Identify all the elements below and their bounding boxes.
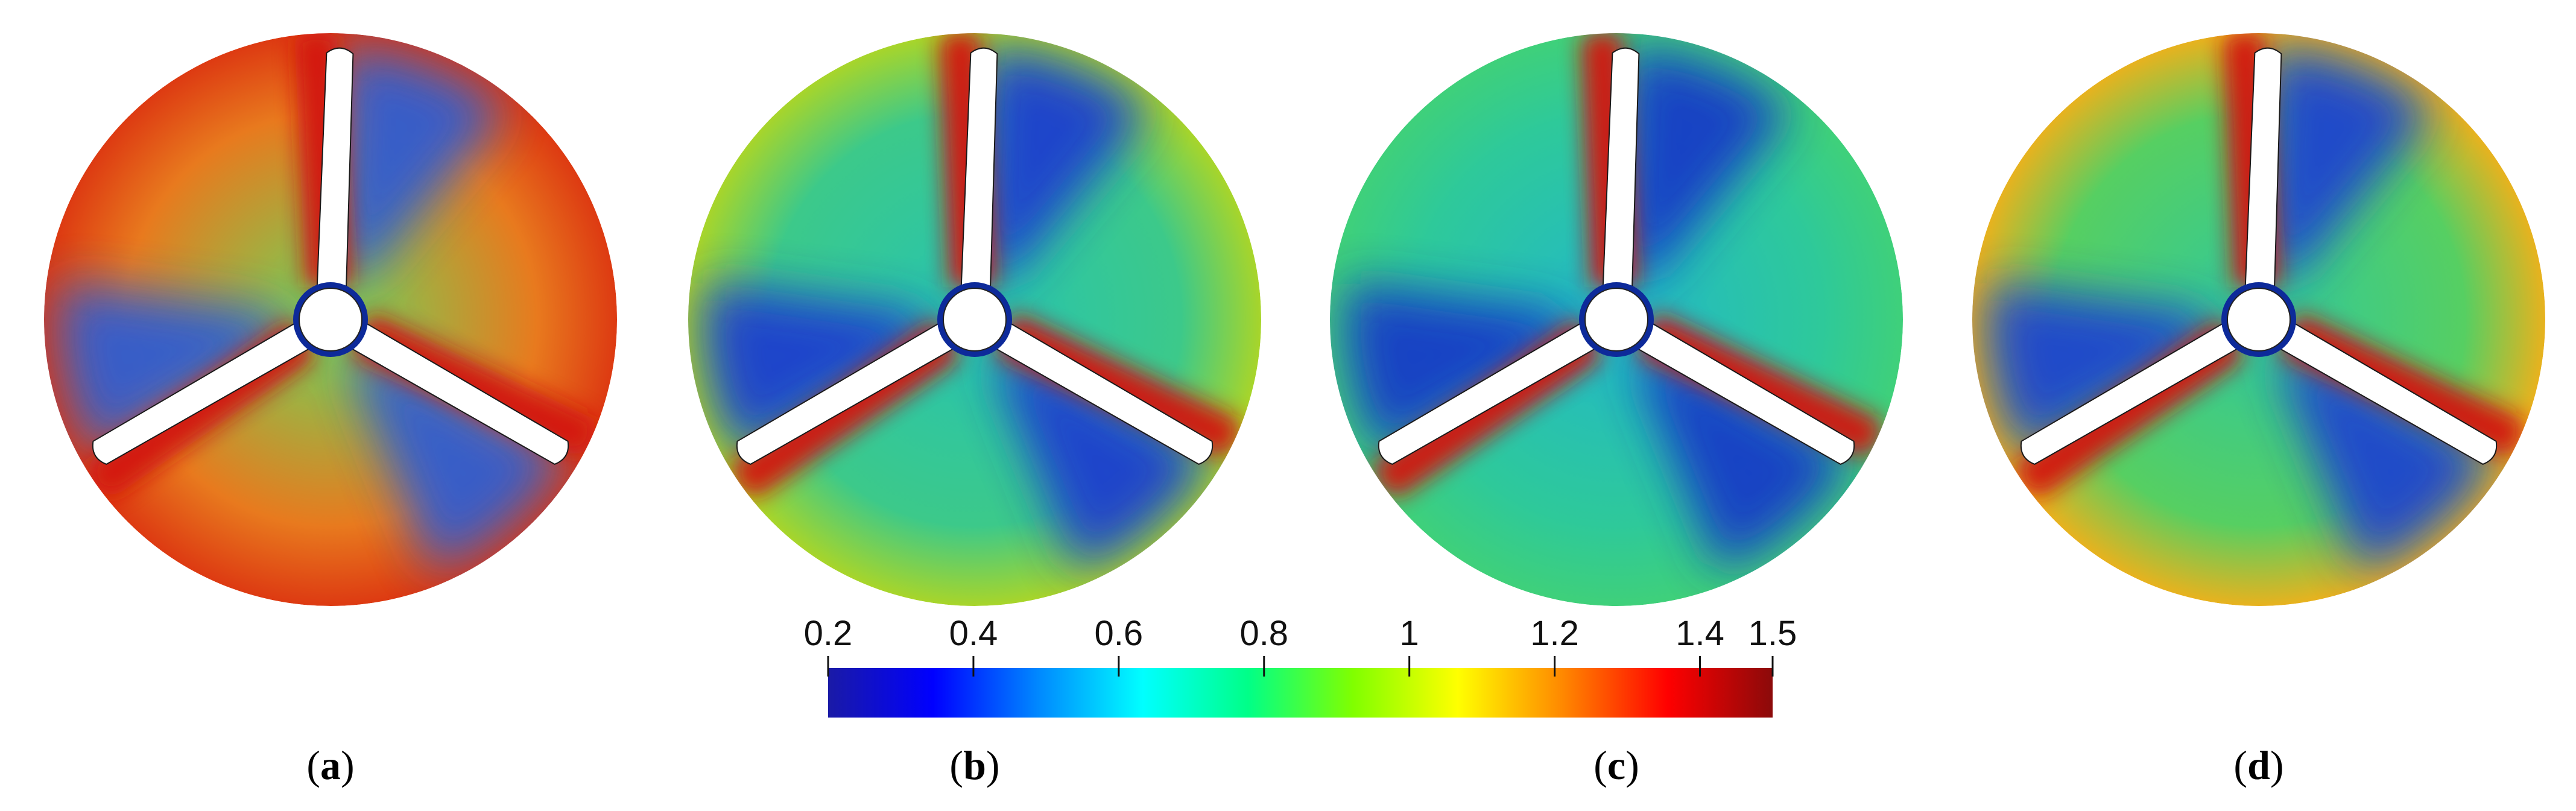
- colorbar-tick-label: 1.4: [1676, 614, 1724, 653]
- rotor-panel-a: [44, 33, 617, 606]
- colorbar-tick-label: 1.5: [1748, 614, 1797, 653]
- rotor-panel-c: [1330, 33, 1903, 606]
- wake-regions: [702, 48, 1210, 572]
- colorbar-tick-label: 0.4: [949, 614, 998, 653]
- blade: [736, 320, 960, 465]
- panel-label-d: (d): [2233, 742, 2283, 788]
- blade: [346, 320, 569, 465]
- hub: [1584, 288, 1648, 352]
- wake-regions: [1986, 48, 2495, 572]
- colorbar-tick-label: 1: [1400, 614, 1419, 653]
- panel-label-c: (c): [1593, 742, 1639, 788]
- wake-regions: [58, 48, 566, 572]
- wake-regions: [1344, 48, 1852, 572]
- colorbar-tick-label: 0.8: [1239, 614, 1288, 653]
- rotor-panel-b: [688, 33, 1261, 606]
- blade: [1378, 320, 1601, 465]
- blade: [990, 320, 1214, 465]
- hub: [2227, 288, 2291, 352]
- blade: [960, 47, 998, 294]
- blade: [2244, 47, 2282, 294]
- panel-labels: (a) (b) (c) (d): [306, 742, 2283, 788]
- blade: [316, 47, 354, 294]
- rotor-panels: [44, 33, 2545, 606]
- panel-label-a: (a): [306, 742, 354, 788]
- colorbar-tick-label: 1.2: [1530, 614, 1579, 653]
- blade: [1602, 47, 1640, 294]
- blade: [2020, 320, 2244, 465]
- panel-label-b: (b): [949, 742, 999, 788]
- hub: [299, 288, 362, 352]
- colorbar-tick-label: 0.2: [804, 614, 853, 653]
- colorbar: 0.2 0.4 0.6 0.8 1 1.2 1.4 1.5: [804, 614, 1797, 718]
- blade: [2274, 320, 2498, 465]
- colorbar-ticks: 0.2 0.4 0.6 0.8 1 1.2 1.4 1.5: [804, 614, 1797, 677]
- blade: [1631, 320, 1855, 465]
- blade: [92, 320, 315, 465]
- rotor-panel-d: [1972, 33, 2545, 606]
- colorbar-gradient: [828, 668, 1773, 718]
- colorbar-tick-label: 0.6: [1095, 614, 1144, 653]
- hub: [943, 288, 1007, 352]
